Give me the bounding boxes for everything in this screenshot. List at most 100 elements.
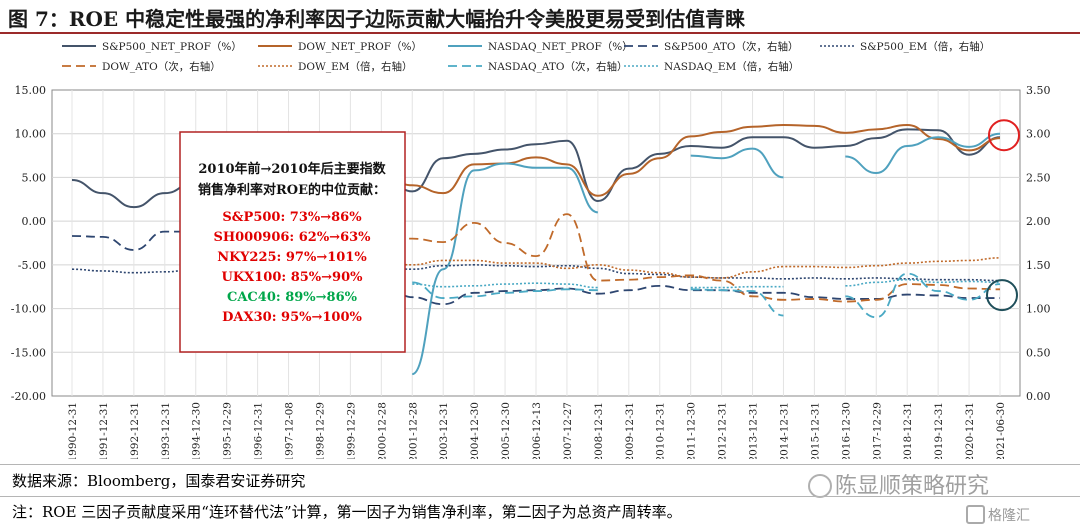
left-tick-label: -20.00 [11, 390, 46, 403]
x-tick-label: 2004-12-30 [469, 402, 481, 459]
x-tick-label: 1992-12-31 [129, 402, 141, 459]
x-tick-label: 1997-12-08 [284, 402, 296, 459]
footer-divider-2 [0, 496, 1080, 497]
legend-label: S&P500_NET_PROF（%） [102, 41, 242, 53]
x-tick-label: 2003-12-31 [438, 402, 450, 459]
legend-label: S&P500_EM（倍，右轴） [860, 40, 990, 53]
left-tick-label: 10.00 [15, 128, 47, 141]
series-lines [71, 123, 1001, 376]
right-tick-label: 2.50 [1026, 171, 1051, 184]
x-tick-label: 2012-12-31 [717, 402, 729, 459]
x-tick-label: 2017-12-29 [871, 402, 883, 459]
x-tick-label: 2000-12-28 [376, 402, 388, 459]
title-bar: 图 7：ROE 中稳定性最强的净利率因子边际贡献大幅抬升令美股更易受到估值青睐 [0, 0, 1080, 34]
highlight-circle-red [988, 119, 1020, 152]
source-text: 数据来源：Bloomberg，国泰君安证券研究 [12, 472, 306, 490]
series-line [845, 132, 1001, 175]
series-line [381, 257, 1001, 279]
logo-icon [966, 505, 985, 524]
series-line [381, 213, 1001, 303]
right-tick-label: 0.00 [1026, 390, 1051, 403]
annotation-item: CAC40: 89%→86% [227, 290, 358, 305]
x-tick-label: 2016-12-30 [840, 402, 852, 459]
series-line [381, 123, 1001, 197]
series-line [690, 147, 784, 179]
note-text: 注：ROE 三因子贡献度采用“连环替代法”计算，第一因子为销售净利率，第二因子为… [12, 503, 682, 521]
x-tick-label: 2019-12-31 [933, 402, 945, 459]
figure-title: 图 7：ROE 中稳定性最强的净利率因子边际贡献大幅抬升令美股更易受到估值青睐 [8, 7, 746, 31]
left-tick-label: 15.00 [15, 84, 47, 97]
series-line [845, 278, 1001, 287]
series-line [412, 281, 598, 299]
x-tick-label: 1995-12-29 [222, 402, 234, 459]
x-tick-label: 2010-12-31 [655, 402, 667, 459]
x-tick-label: 1994-12-30 [191, 402, 203, 459]
annotation-frame [179, 131, 406, 353]
annotation-title: 2010年前→2010年后主要指数 [198, 161, 386, 177]
right-tick-label: 3.00 [1026, 128, 1051, 141]
legend-label: NASDAQ_ATO（次，右轴） [488, 60, 627, 73]
legend-label: DOW_NET_PROF（%） [298, 41, 422, 53]
series-line [71, 230, 196, 251]
series-line [412, 282, 598, 289]
x-tick-label: 2020-12-31 [964, 402, 976, 459]
x-tick-label: 2021-06-30 [995, 402, 1007, 459]
x-tick-label: 1996-12-31 [253, 402, 265, 459]
right-tick-label: 2.00 [1026, 215, 1051, 228]
x-tick-label: 2008-12-31 [593, 402, 605, 459]
wechat-icon [808, 474, 832, 498]
left-tick-label: 0.00 [22, 215, 47, 228]
left-tick-label: -15.00 [11, 346, 46, 359]
legend-label: NASDAQ_NET_PROF（%） [488, 41, 633, 53]
x-tick-label: 1999-12-29 [345, 402, 357, 459]
legend-label: NASDAQ_EM（倍，右轴） [664, 60, 799, 73]
x-tick-label: 2013-12-31 [748, 402, 760, 459]
x-tick-label: 2006-12-13 [531, 402, 543, 459]
legend-label: S&P500_ATO（次，右轴） [664, 40, 799, 53]
left-tick-label: 5.00 [22, 171, 47, 184]
left-tick-label: -5.00 [18, 259, 46, 272]
x-tick-label: 2014-12-31 [778, 402, 790, 459]
annotation-item: DAX30: 95%→100% [222, 310, 362, 325]
x-tick-label: 2011-12-30 [686, 402, 698, 459]
series-line [71, 268, 196, 274]
x-tick-label: 2018-12-31 [902, 402, 914, 459]
annotation-subtitle: 销售净利率对ROE的中位贡献： [198, 182, 386, 198]
x-tick-label: 2015-12-31 [809, 402, 821, 459]
series-line [381, 128, 1001, 203]
annotation-item: UKX100: 85%→90% [222, 270, 364, 285]
footer-divider [0, 464, 1080, 465]
x-tick-label: 2007-12-27 [562, 402, 574, 459]
line-chart: S&P500_NET_PROF（%） DOW_NET_PROF（%） NASDAQ_… [11, 40, 1051, 459]
right-tick-label: 1.50 [1026, 259, 1051, 272]
series-line [690, 288, 784, 317]
series-line [381, 264, 1001, 282]
highlight-circles [986, 119, 1020, 312]
annotation-item: NKY225: 97%→101% [217, 250, 367, 265]
series-line [71, 179, 196, 209]
x-tick-label: 1990-12-31 [67, 402, 79, 459]
left-tick-label: -10.00 [11, 303, 46, 316]
legend: S&P500_NET_PROF（%） DOW_NET_PROF（%） NASDAQ_… [62, 40, 990, 73]
legend-label: DOW_EM（倍，右轴） [298, 60, 413, 73]
x-tick-label: 1991-12-31 [98, 402, 110, 459]
x-tick-label: 1993-12-31 [160, 402, 172, 459]
right-tick-label: 3.50 [1026, 84, 1051, 97]
x-tick-label: 2005-12-30 [500, 402, 512, 459]
logo-text: 格隆汇 [988, 508, 1030, 524]
annotation-item: S&P500: 73%→86% [222, 210, 362, 225]
x-tick-label: 2001-12-28 [407, 402, 419, 459]
series-line [845, 272, 1001, 319]
x-tick-label: 1998-12-29 [314, 402, 326, 459]
watermark: 陈显顺策略研究 [835, 474, 990, 499]
highlight-circle-teal [986, 279, 1018, 312]
legend-label: DOW_ATO（次，右轴） [102, 60, 221, 73]
axes: 15.00 10.00 5.00 0.00 -5.00 -10.00 -15.00 -20.0… [11, 84, 1051, 459]
x-tick-label: 2009-12-31 [624, 402, 636, 459]
right-tick-label: 1.00 [1026, 303, 1051, 316]
right-tick-label: 0.50 [1026, 346, 1051, 359]
series-line [690, 285, 784, 289]
series-line [411, 162, 599, 376]
annotation-item: SH000906: 62%→63% [213, 230, 371, 245]
